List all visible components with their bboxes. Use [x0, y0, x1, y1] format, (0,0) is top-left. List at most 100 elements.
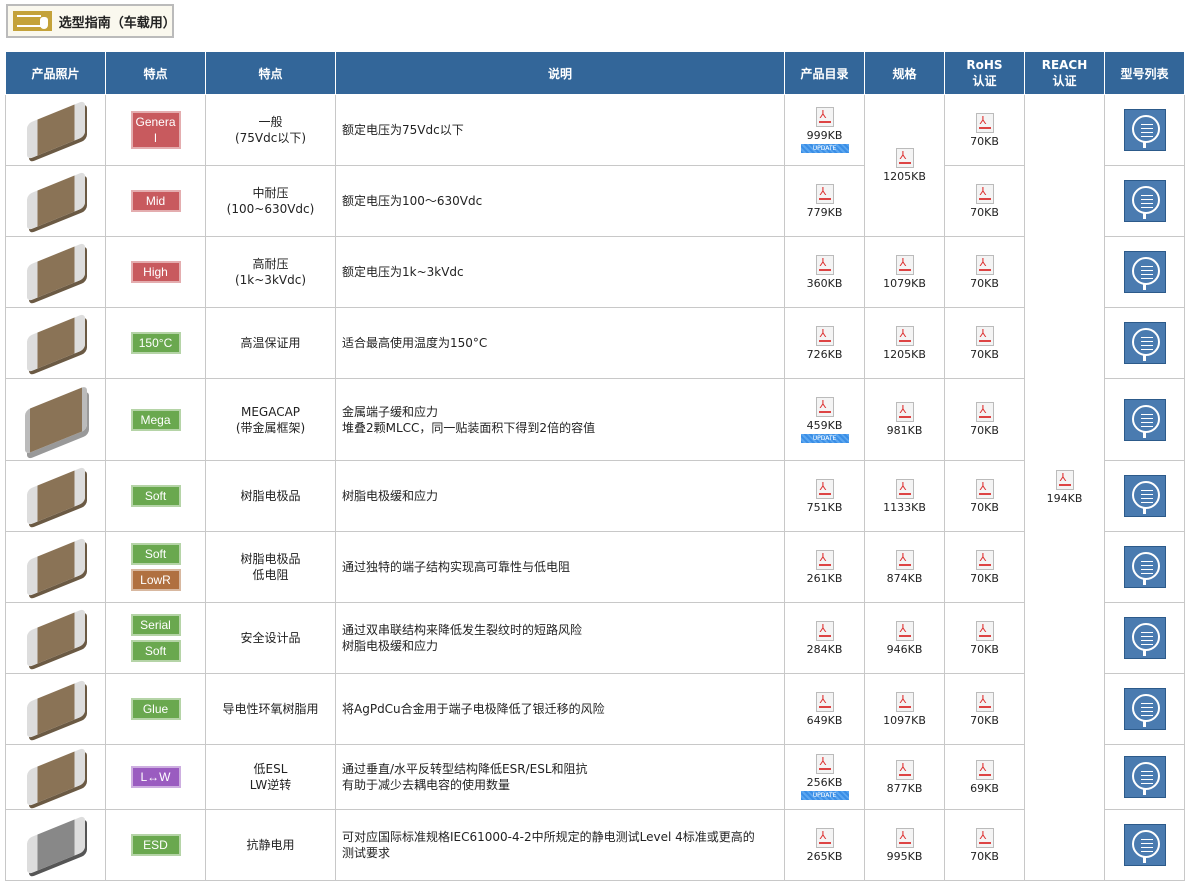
part-list-cell[interactable]	[1104, 673, 1185, 745]
spec-download-cell[interactable]: 1079KB	[864, 236, 945, 308]
pdf-icon[interactable]	[1055, 470, 1074, 490]
rohs-download-cell[interactable]: 69KB	[944, 744, 1025, 810]
part-list-cell[interactable]	[1104, 809, 1185, 881]
rohs-download-cell[interactable]: 70KB	[944, 378, 1025, 461]
pdf-icon[interactable]	[815, 396, 834, 417]
feature-badge[interactable]: Soft	[130, 640, 181, 662]
pdf-icon[interactable]	[815, 107, 834, 127]
pdf-icon[interactable]	[815, 827, 834, 848]
part-list-cell[interactable]	[1104, 94, 1185, 166]
part-list-cell[interactable]	[1104, 744, 1185, 810]
pdf-icon[interactable]	[895, 478, 914, 499]
spec-download-cell[interactable]: 877KB	[864, 744, 945, 810]
rohs-download-cell[interactable]: 70KB	[944, 809, 1025, 881]
pdf-icon[interactable]	[975, 759, 994, 780]
pdf-icon[interactable]	[815, 754, 834, 774]
pdf-icon[interactable]	[895, 254, 914, 275]
part-list-icon[interactable]	[1123, 398, 1166, 441]
part-list-cell[interactable]	[1104, 531, 1185, 603]
spec-download-cell[interactable]: 874KB	[864, 531, 945, 603]
part-list-icon[interactable]	[1123, 756, 1166, 798]
part-list-icon[interactable]	[1123, 109, 1166, 151]
part-list-cell[interactable]	[1104, 602, 1185, 674]
feature-badge[interactable]: LowR	[130, 569, 181, 591]
rohs-download-cell[interactable]: 70KB	[944, 307, 1025, 379]
part-list-icon[interactable]	[1123, 546, 1166, 588]
pdf-icon[interactable]	[975, 112, 994, 133]
feature-badge[interactable]: Mega	[130, 408, 181, 431]
pdf-icon[interactable]	[815, 691, 834, 712]
rohs-download-cell[interactable]: 70KB	[944, 165, 1025, 237]
pdf-download-cell[interactable]: 999KB UPDATE	[784, 94, 865, 166]
pdf-download-cell[interactable]: 726KB	[784, 307, 865, 379]
pdf-icon[interactable]	[895, 148, 914, 168]
pdf-download-cell[interactable]: 265KB	[784, 809, 865, 881]
feature-badge[interactable]: Soft	[130, 485, 181, 507]
pdf-download-cell[interactable]: 649KB	[784, 673, 865, 745]
pdf-icon[interactable]	[895, 549, 914, 570]
feature-badge[interactable]: Genera l	[130, 111, 181, 149]
part-list-icon[interactable]	[1123, 251, 1166, 293]
part-list-cell[interactable]	[1104, 165, 1185, 237]
feature-badge[interactable]: ESD	[130, 834, 181, 856]
pdf-icon[interactable]	[895, 759, 914, 780]
pdf-icon[interactable]	[975, 325, 994, 346]
pdf-icon[interactable]	[815, 254, 834, 275]
pdf-icon[interactable]	[975, 827, 994, 848]
pdf-icon[interactable]	[895, 325, 914, 346]
part-list-cell[interactable]	[1104, 236, 1185, 308]
selection-guide-button[interactable]: 选型指南（车载用）	[6, 4, 176, 38]
reach-download-cell[interactable]: 194KB	[1024, 94, 1105, 881]
pdf-download-cell[interactable]: 261KB	[784, 531, 865, 603]
pdf-icon[interactable]	[815, 549, 834, 570]
rohs-download-cell[interactable]: 70KB	[944, 531, 1025, 603]
pdf-icon[interactable]	[895, 691, 914, 712]
pdf-download-cell[interactable]: 779KB	[784, 165, 865, 237]
pdf-icon[interactable]	[895, 827, 914, 848]
pdf-icon[interactable]	[975, 254, 994, 275]
part-list-icon[interactable]	[1123, 322, 1166, 364]
part-list-icon[interactable]	[1123, 180, 1166, 222]
part-list-icon[interactable]	[1123, 824, 1166, 866]
rohs-download-cell[interactable]: 70KB	[944, 460, 1025, 532]
spec-download-cell[interactable]: 1133KB	[864, 460, 945, 532]
part-list-icon[interactable]	[1123, 475, 1166, 517]
pdf-icon[interactable]	[815, 620, 834, 641]
feature-badge[interactable]: Soft	[130, 543, 181, 565]
feature-badge[interactable]: L↔W	[130, 766, 181, 788]
pdf-icon[interactable]	[815, 183, 834, 204]
pdf-icon[interactable]	[975, 478, 994, 499]
rohs-download-cell[interactable]: 70KB	[944, 236, 1025, 308]
spec-download-cell[interactable]: 995KB	[864, 809, 945, 881]
pdf-download-cell[interactable]: 284KB	[784, 602, 865, 674]
part-list-cell[interactable]	[1104, 307, 1185, 379]
pdf-download-cell[interactable]: 256KB UPDATE	[784, 744, 865, 810]
spec-download-cell[interactable]: 1205KB	[864, 307, 945, 379]
pdf-icon[interactable]	[975, 620, 994, 641]
pdf-icon[interactable]	[975, 183, 994, 204]
part-list-icon[interactable]	[1123, 688, 1166, 730]
spec-download-cell[interactable]: 981KB	[864, 378, 945, 461]
feature-badge[interactable]: Mid	[130, 190, 181, 212]
feature-badge[interactable]: High	[130, 261, 181, 283]
pdf-icon[interactable]	[815, 325, 834, 346]
pdf-icon[interactable]	[815, 478, 834, 499]
part-list-cell[interactable]	[1104, 378, 1185, 461]
pdf-download-cell[interactable]: 360KB	[784, 236, 865, 308]
pdf-icon[interactable]	[975, 691, 994, 712]
part-list-icon[interactable]	[1123, 617, 1166, 659]
rohs-download-cell[interactable]: 70KB	[944, 602, 1025, 674]
feature-badge[interactable]: 150°C	[130, 332, 181, 354]
part-list-cell[interactable]	[1104, 460, 1185, 532]
pdf-icon[interactable]	[975, 402, 994, 422]
rohs-download-cell[interactable]: 70KB	[944, 673, 1025, 745]
rohs-download-cell[interactable]: 70KB	[944, 94, 1025, 166]
feature-badge[interactable]: Glue	[130, 698, 181, 720]
spec-download-cell[interactable]: 1097KB	[864, 673, 945, 745]
pdf-icon[interactable]	[895, 620, 914, 641]
pdf-icon[interactable]	[895, 402, 914, 422]
spec-download-cell[interactable]: 946KB	[864, 602, 945, 674]
pdf-icon[interactable]	[975, 549, 994, 570]
spec-download-cell[interactable]: 1205KB	[864, 94, 945, 237]
